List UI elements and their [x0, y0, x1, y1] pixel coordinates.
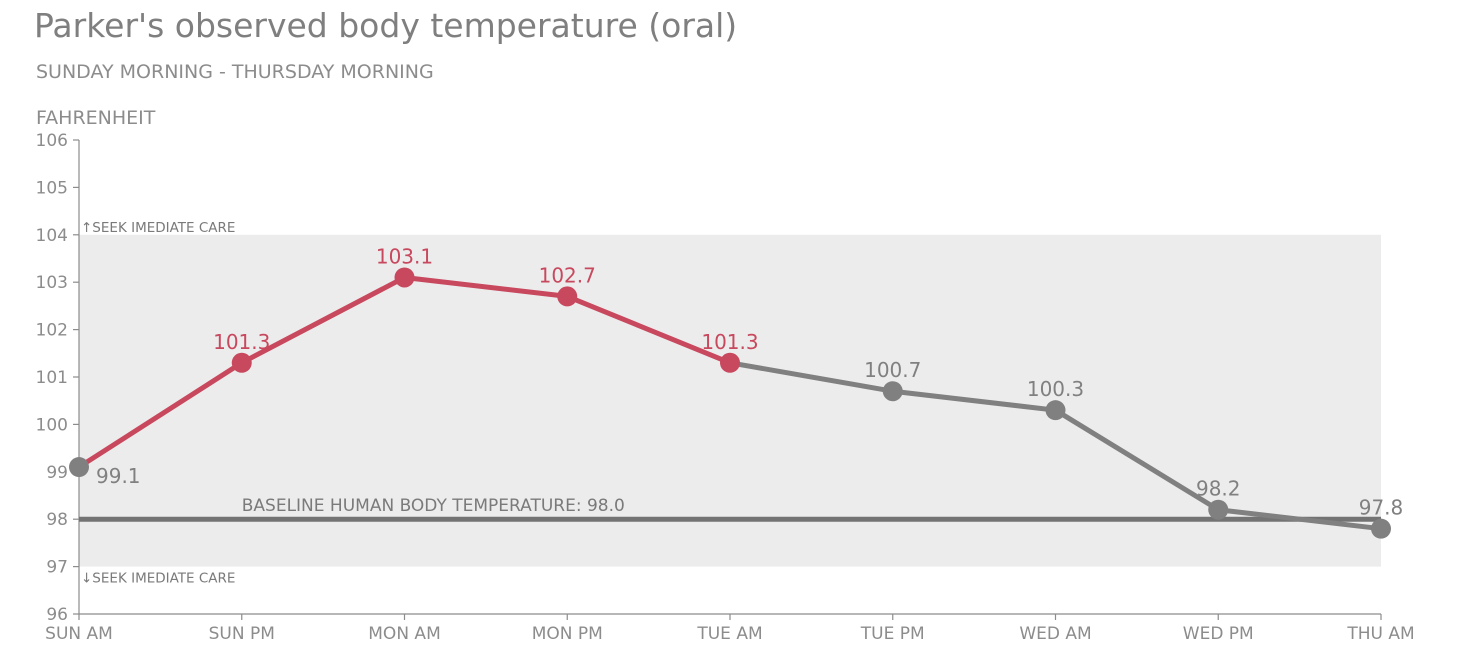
y-tick-label: 100	[36, 415, 68, 435]
x-tick-label: SUN AM	[45, 624, 113, 644]
y-tick-label: 103	[36, 273, 68, 293]
upper-care-threshold-label: ↑SEEK IMEDIATE CARE	[81, 220, 235, 236]
series-segment	[1053, 407, 1221, 513]
y-tick-label: 98	[46, 510, 68, 530]
series-segment	[76, 360, 245, 470]
data-label: 97.8	[1359, 496, 1404, 520]
data-label: 102.7	[539, 263, 596, 287]
chart-subtitle: SUNDAY MORNING - THURSDAY MORNING	[36, 61, 434, 83]
data-label: 100.7	[864, 358, 921, 382]
data-label: 101.3	[701, 330, 758, 354]
data-label: 101.3	[213, 330, 270, 354]
x-tick-label: WED AM	[1019, 624, 1091, 644]
series-segment	[890, 388, 1058, 413]
data-label: 98.2	[1196, 477, 1241, 501]
data-point	[1208, 499, 1229, 520]
y-tick-label: 102	[36, 321, 68, 341]
y-tick-label: 99	[46, 463, 68, 483]
x-tick-label: WED PM	[1183, 624, 1254, 644]
data-point	[69, 457, 89, 478]
baseline-label: BASELINE HUMAN BODY TEMPERATURE: 98.0	[242, 496, 625, 516]
series-segment	[727, 360, 896, 394]
y-tick-label: 105	[36, 178, 68, 198]
lower-care-threshold-label: ↓SEEK IMEDIATE CARE	[81, 571, 235, 587]
series-segment	[564, 293, 733, 366]
data-label: 99.1	[96, 464, 141, 488]
chart-title: Parker's observed body temperature (oral…	[34, 6, 738, 45]
x-tick-label: THU AM	[1346, 624, 1414, 644]
normal-range-band	[79, 234, 1381, 567]
data-point	[1371, 518, 1391, 539]
data-point	[557, 286, 578, 307]
y-tick-label: 101	[36, 368, 68, 388]
y-axis-label: FAHRENHEIT	[36, 107, 156, 129]
series-segment	[1215, 507, 1384, 532]
data-point	[394, 267, 415, 288]
x-tick-label: MON PM	[532, 624, 603, 644]
x-tick-label: TUE PM	[860, 624, 925, 644]
series-segment	[402, 274, 570, 299]
x-tick-label: SUN PM	[209, 624, 275, 644]
data-point	[1045, 400, 1066, 421]
data-label: 103.1	[376, 244, 433, 268]
data-point	[231, 352, 252, 373]
x-tick-label: TUE AM	[696, 624, 762, 644]
data-label: 100.3	[1027, 377, 1084, 401]
data-point	[720, 352, 740, 373]
y-tick-label: 96	[46, 605, 68, 625]
y-tick-label: 106	[36, 131, 68, 151]
data-point	[882, 381, 903, 402]
series-segment	[239, 274, 407, 366]
y-tick-label: 104	[36, 226, 68, 246]
x-tick-label: MON AM	[368, 624, 440, 644]
y-tick-label: 97	[46, 558, 68, 578]
